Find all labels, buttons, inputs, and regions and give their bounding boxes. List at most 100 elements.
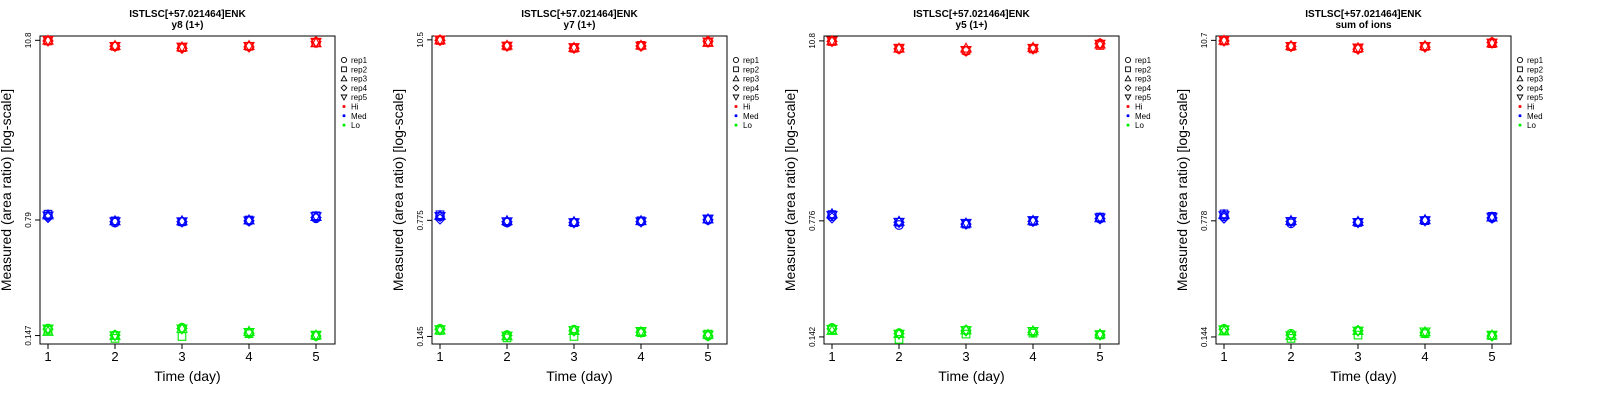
data-point-med-rep3	[1027, 214, 1039, 225]
data-point-hi-rep5	[1419, 42, 1431, 53]
legend-marker-med	[1126, 114, 1130, 118]
legend-marker-rep4	[340, 84, 348, 92]
x-axis-label: Time (day)	[938, 368, 1004, 384]
data-point-lo-rep5	[1486, 330, 1498, 342]
chart-title: ISTLSC[+57.021464]ENK	[913, 9, 1030, 20]
x-tick-label: 1	[436, 349, 443, 364]
data-point-med-rep3	[635, 214, 647, 226]
legend-label-rep2: rep2	[351, 65, 368, 74]
data-point-hi-rep3	[568, 41, 580, 52]
legend-label-rep1: rep1	[1527, 56, 1544, 65]
data-point-med-rep3	[1285, 214, 1297, 225]
x-tick-label: 4	[1029, 349, 1036, 364]
y-tick-label: 0.778	[1200, 210, 1209, 231]
legend-marker-med	[342, 114, 346, 118]
legend-marker-rep2	[1517, 66, 1523, 73]
data-point-lo-rep5	[434, 325, 446, 336]
data-point-hi-rep3	[109, 39, 121, 50]
legend-label-rep5: rep5	[1135, 93, 1152, 102]
legend-marker-rep1	[732, 56, 740, 64]
data-point-lo-rep2	[569, 332, 579, 341]
data-point-med-rep4	[434, 213, 446, 225]
plot-area-frame	[39, 35, 336, 345]
data-point-med-rep3	[1352, 215, 1364, 226]
data-point-hi-rep5	[109, 41, 121, 53]
legend-label-rep4: rep4	[743, 84, 760, 93]
data-point-lo-rep5	[893, 329, 905, 341]
data-point-lo-rep5	[960, 326, 972, 337]
x-tick-label: 4	[637, 349, 644, 364]
y-axis-label: Measured (area ratio) [log-scale]	[390, 89, 406, 291]
legend-marker-rep1	[1516, 56, 1524, 64]
legend-marker-lo	[1518, 123, 1522, 127]
legend-label-rep2: rep2	[1527, 65, 1544, 74]
legend-label-hi: Hi	[1135, 103, 1143, 112]
data-point-med-rep5	[243, 216, 255, 228]
data-point-lo-rep5	[501, 331, 513, 343]
y-tick-label: 10.8	[808, 33, 817, 49]
data-point-hi-rep3	[434, 33, 446, 45]
legend-marker-hi	[342, 105, 346, 108]
data-point-med-rep3	[109, 214, 121, 226]
data-point-hi-rep3	[635, 39, 647, 50]
data-point-med-rep5	[1218, 211, 1230, 222]
data-point-lo-rep5	[1285, 331, 1297, 342]
data-point-lo-rep2	[1286, 334, 1296, 343]
data-point-lo-rep3	[893, 327, 905, 338]
legend-label-hi: Hi	[743, 103, 751, 112]
legend-label-rep3: rep3	[351, 75, 368, 84]
data-point-hi-rep5	[42, 35, 54, 47]
legend-marker-lo	[1126, 123, 1130, 127]
legend-label-rep2: rep2	[743, 65, 760, 74]
data-point-lo-rep5	[1027, 327, 1039, 338]
data-point-lo-rep3	[42, 325, 54, 336]
legend-marker-lo	[342, 123, 346, 127]
chart-title: ISTLSC[+57.021464]ENK	[1305, 9, 1422, 20]
legend-label-hi: Hi	[351, 103, 359, 112]
data-point-hi-rep5	[434, 35, 446, 46]
y-tick-label: 0.776	[808, 210, 817, 231]
plot-area-frame	[431, 35, 728, 345]
data-point-lo-rep5	[702, 330, 714, 342]
data-point-hi-rep3	[1218, 34, 1230, 45]
data-point-med-rep5	[826, 211, 838, 222]
data-point-hi-rep5	[568, 43, 580, 54]
data-point-med-rep3	[568, 215, 580, 227]
legend-marker-rep4	[1124, 84, 1132, 92]
data-point-hi-rep3	[893, 42, 905, 53]
plot-area-frame	[823, 35, 1120, 345]
data-point-med-rep3	[702, 212, 714, 224]
data-point-lo-rep3	[1094, 327, 1106, 339]
chart-subtitle: y7 (1+)	[564, 20, 596, 31]
data-point-med-rep5	[501, 217, 513, 228]
data-point-med-rep3	[826, 207, 838, 219]
data-point-hi-rep5	[1218, 36, 1230, 47]
x-tick-label: 4	[1421, 349, 1428, 364]
legend-marker-rep3	[1516, 74, 1524, 82]
x-tick-label: 2	[111, 349, 118, 364]
data-point-lo-rep5	[826, 324, 838, 336]
legend-marker-rep5	[1516, 94, 1524, 101]
x-tick-label: 3	[178, 349, 185, 364]
legend-marker-rep5	[340, 94, 348, 101]
y-axis-label: Measured (area ratio) [log-scale]	[782, 89, 798, 291]
data-point-lo-rep2	[1353, 330, 1363, 340]
y-tick-label: 10.5	[416, 32, 425, 48]
x-tick-label: 5	[1096, 349, 1103, 364]
legend-label-lo: Lo	[1527, 121, 1536, 130]
x-tick-label: 1	[828, 349, 835, 364]
legend-label-lo: Lo	[1135, 121, 1144, 130]
legend-marker-rep5	[1124, 94, 1132, 101]
x-tick-label: 3	[1354, 349, 1361, 364]
data-point-hi-rep5	[1094, 39, 1106, 51]
legend-label-lo: Lo	[351, 121, 360, 130]
plot-area-frame	[1215, 35, 1512, 345]
data-point-hi-rep5	[501, 41, 513, 53]
data-point-med-rep4	[826, 212, 838, 224]
data-point-hi-rep5	[960, 46, 972, 57]
data-point-lo-rep3	[310, 328, 322, 340]
